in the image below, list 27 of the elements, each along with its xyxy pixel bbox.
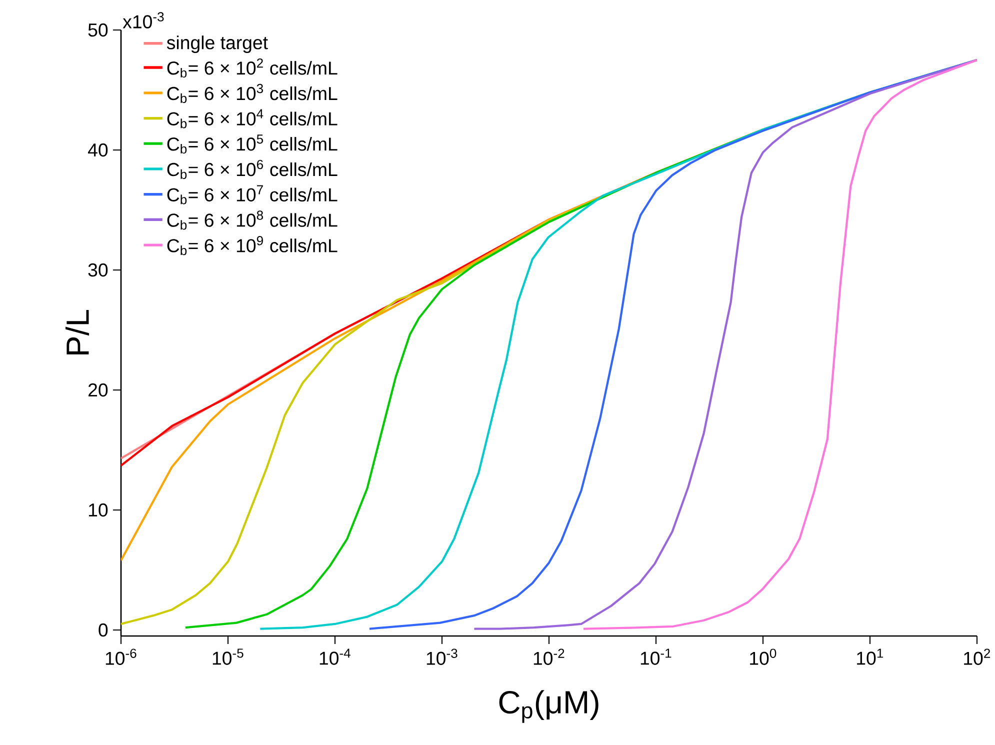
x-tick-label: 10$^{-2}$ [534,648,564,665]
text: x10$^{-3}$ [122,12,164,28]
y-tick-label: 10 [88,503,108,517]
x-tick-label: 10$^{1}$ [857,648,884,665]
x-tick-label: 10$^{-1}$ [640,648,672,665]
x-tick-label: 10$^{-3}$ [426,648,458,665]
x-tick-label: 10$^{-5}$ [212,648,244,665]
legend-label: C$_{b}$= 6 × 10$^{5}$ cells/mL [167,134,338,154]
y-tick-label: 50 [88,23,108,37]
y-axis-title: P/L [66,310,90,354]
legend-label: C$_{b}$= 6 × 10$^{2}$ cells/mL [167,58,338,78]
legend-label: single target [166,36,268,53]
y-tick-label: 30 [88,263,108,277]
legend-label: C$_{b}$= 6 × 10$^{4}$ cells/mL [167,109,338,128]
x-tick-label: 10$^{-4}$ [320,648,350,665]
y-tick-label: 0 [98,623,108,637]
x-axis-title: C$_{p}$(μM) [499,690,598,723]
y-tick-label: 20 [88,383,108,397]
legend-label: C$_{b}$= 6 × 10$^{6}$ cells/mL [167,160,338,179]
legend-label: C$_{b}$= 6 × 10$^{7}$ cells/mL [167,185,338,204]
x-tick-label: 10$^{-6}$ [106,648,136,665]
legend-label: C$_{b}$= 6 × 10$^{3}$ cells/mL [167,84,338,103]
x-tick-label: 10$^{0}$ [750,648,776,665]
legend-label: C$_{b}$= 6 × 10$^{9}$ cells/mL [167,236,338,256]
y-tick-label: 40 [88,143,108,157]
legend-label: C$_{b}$= 6 × 10$^{8}$ cells/mL [167,210,338,230]
x-tick-label: 10$^{2}$ [964,648,990,665]
